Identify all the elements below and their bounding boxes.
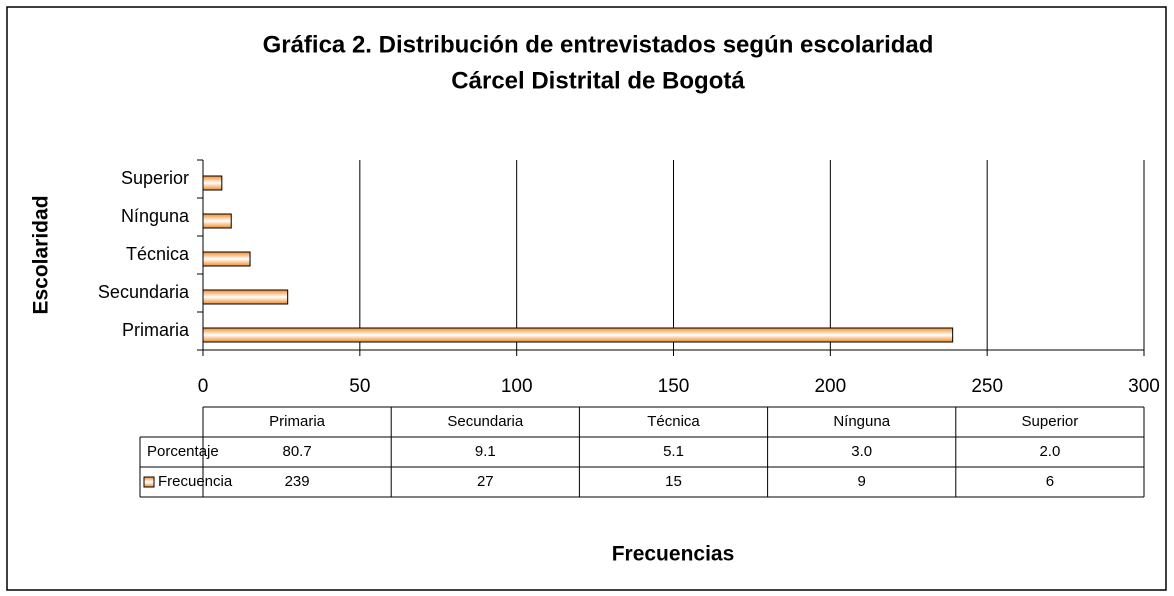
- bar: [202, 327, 954, 343]
- table-cell: 9.1: [475, 443, 496, 460]
- legend-label: Frecuencia: [158, 473, 233, 490]
- chart-subtitle: Cárcel Distrital de Bogotá: [451, 67, 745, 94]
- bar: [202, 213, 232, 229]
- table-row-label: Porcentaje: [147, 443, 219, 460]
- legend-swatch: [143, 476, 155, 488]
- bar: [202, 289, 289, 305]
- x-tick-label: 200: [814, 376, 846, 397]
- table-cell: 6: [1046, 473, 1054, 490]
- x-tick-label: 0: [198, 376, 209, 397]
- bar: [202, 251, 251, 267]
- table-cell: 9: [858, 473, 866, 490]
- table-cell: 2.0: [1039, 443, 1060, 460]
- y-axis-label: Escolaridad: [30, 195, 53, 314]
- y-tick-label: Nínguna: [121, 206, 190, 226]
- chart-title: Gráfica 2. Distribución de entrevistados…: [263, 31, 934, 58]
- table-header: Técnica: [647, 413, 700, 430]
- x-tick-label: 150: [658, 376, 690, 397]
- y-tick-label: Superior: [121, 168, 189, 188]
- table-cell: 5.1: [663, 443, 684, 460]
- x-tick-label: 50: [349, 376, 370, 397]
- table-cell: 80.7: [282, 443, 311, 460]
- table-cell: 3.0: [851, 443, 872, 460]
- table-header: Secundaria: [447, 413, 524, 430]
- table-header: Superior: [1022, 413, 1079, 430]
- chart-border: [6, 6, 1167, 591]
- y-tick-label: Técnica: [126, 244, 190, 264]
- x-axis-label: Frecuencias: [612, 543, 735, 566]
- table-header: Primaria: [269, 413, 325, 430]
- y-tick-label: Primaria: [122, 320, 190, 340]
- table-header: Nínguna: [833, 413, 890, 430]
- y-tick-label: Secundaria: [98, 282, 190, 302]
- x-tick-label: 250: [971, 376, 1003, 397]
- bar: [202, 175, 223, 191]
- x-tick-label: 300: [1128, 376, 1160, 397]
- table-cell: 239: [285, 473, 310, 490]
- table-cell: 27: [477, 473, 494, 490]
- table-cell: 15: [665, 473, 682, 490]
- x-tick-label: 100: [501, 376, 533, 397]
